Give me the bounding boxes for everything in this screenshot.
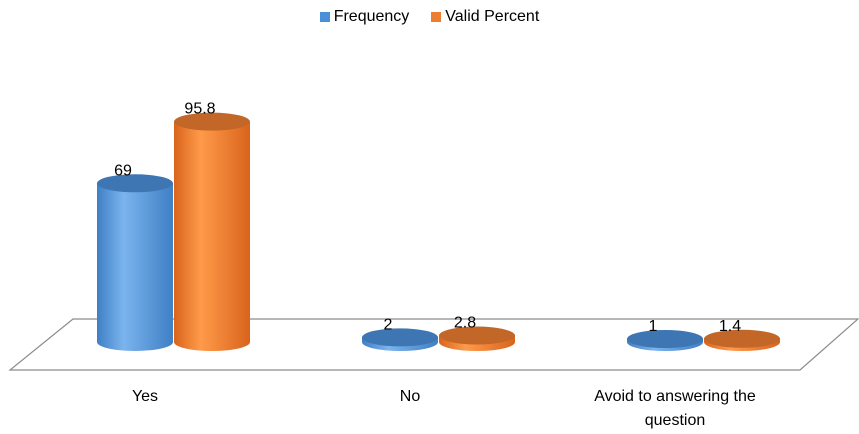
- legend: Frequency Valid Percent: [0, 8, 859, 26]
- data-label-valid-percent-1: 2.8: [454, 315, 476, 332]
- bar-valid-percent-2: [704, 329, 780, 351]
- category-label-2-line-1: question: [645, 412, 706, 429]
- legend-item-valid-percent: Valid Percent: [431, 8, 539, 26]
- legend-label-frequency: Frequency: [333, 8, 410, 25]
- data-label-frequency-1: 2: [384, 316, 393, 333]
- legend-swatch-valid-percent: [431, 12, 442, 22]
- bar-frequency-0: [97, 174, 173, 351]
- labels-layer: 69 95.8 Yes 2 2.8 No 1 1.4 Avoid to answering th…: [114, 101, 756, 429]
- bar-valid-percent-0: [174, 112, 250, 351]
- floor-plane: [8, 318, 859, 371]
- data-label-frequency-0: 69: [114, 162, 132, 179]
- legend-item-frequency: Frequency: [319, 8, 410, 26]
- bar-frequency-1: [362, 328, 438, 351]
- legend-swatch-frequency: [319, 12, 330, 22]
- data-label-valid-percent-2: 1.4: [719, 318, 741, 335]
- data-label-valid-percent-0: 95.8: [184, 101, 215, 118]
- category-label-1: No: [400, 388, 421, 405]
- bars-layer: [97, 112, 780, 351]
- data-label-frequency-2: 1: [649, 318, 658, 335]
- bar-valid-percent-1: [439, 326, 515, 351]
- category-label-0: Yes: [132, 388, 158, 405]
- legend-label-valid-percent: Valid Percent: [445, 8, 540, 25]
- category-label-2-line-0: Avoid to answering the: [594, 388, 756, 405]
- bar-frequency-2: [627, 330, 703, 351]
